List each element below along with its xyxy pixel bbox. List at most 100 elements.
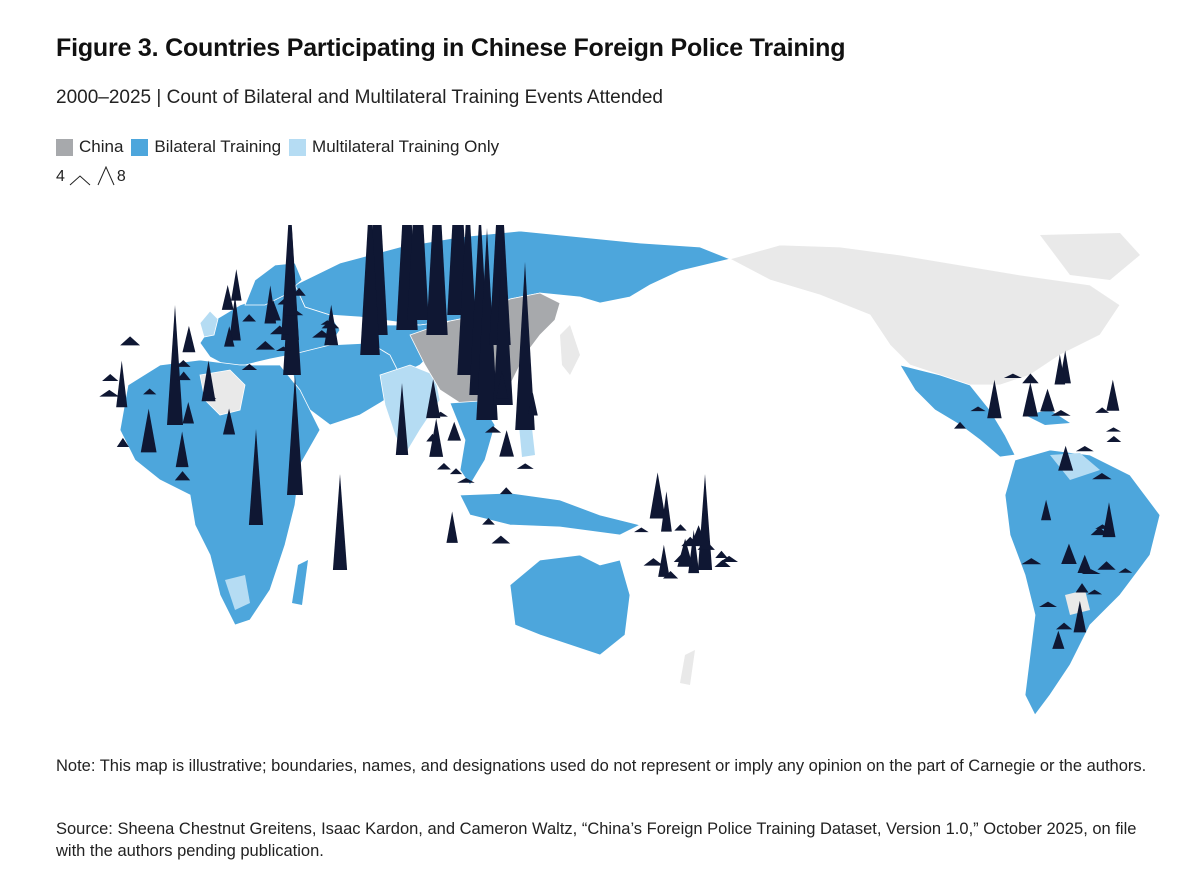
training-spike [203,394,217,399]
region-indonesia [459,492,642,536]
region-southern-africa-multilateral [225,575,250,610]
training-spike [491,535,511,544]
training-spike [175,431,189,468]
size-legend-max: 8 [116,168,126,185]
training-spike [1092,472,1112,480]
training-spike [312,330,332,338]
region-australia [509,554,631,656]
size-legend-min: 4 [56,168,65,185]
legend-swatch-multilateral [289,138,307,156]
training-spike [277,298,292,305]
training-spike [1052,630,1065,649]
training-spike [661,491,672,532]
training-spike [527,392,538,416]
training-spike [658,544,670,577]
training-spike [224,326,235,347]
region-greenland [1040,233,1140,280]
size-legend-small-spike-icon [69,175,91,186]
region-india [379,364,441,456]
training-spike [1022,373,1039,384]
region-japan [560,325,580,375]
training-spike [499,430,514,457]
training-spike [1105,427,1122,432]
region-africa [119,359,321,626]
training-spike [662,570,679,579]
training-spike [176,371,191,381]
region-paraguay-no-training [1065,590,1090,615]
color-legend: China Bilateral Training Multilateral Tr… [56,137,507,157]
training-spike [697,540,715,550]
training-spikes [99,225,1133,649]
training-spike [176,360,191,367]
training-spike [167,305,183,425]
landmasses [119,230,1161,716]
training-spike [429,418,444,457]
training-spike [231,269,242,301]
training-spike [1061,543,1077,565]
training-spike [482,517,495,525]
map-note: Note: This map is illustrative; boundari… [56,757,1147,775]
figure-subtitle: 2000–2025 | Count of Bilateral and Multi… [56,87,663,108]
region-new-zealand [680,650,695,685]
region-north-america [728,244,1121,386]
training-spike [201,360,216,402]
region-uk [199,310,219,338]
training-spike [673,552,693,562]
training-spike [515,262,535,430]
world-map [99,225,1161,716]
legend-label-china: China [79,137,124,156]
training-spike [457,478,475,483]
training-spike [229,295,241,341]
training-spike [241,363,258,370]
training-spike [720,555,739,563]
training-spike [426,433,439,442]
training-spike [516,463,534,469]
training-spike [1051,409,1071,416]
training-spike [1097,561,1116,570]
training-spike [182,325,196,353]
training-spike [1041,499,1052,521]
training-spike [292,287,306,296]
training-spike [433,411,448,417]
training-spike [116,437,130,447]
training-spike [1075,446,1094,452]
training-spike [1054,354,1066,385]
training-spike [634,527,649,533]
training-spike [426,378,441,419]
training-spike [715,550,728,558]
training-spike [714,559,731,568]
legend-item-bilateral: Bilateral Training [131,137,281,157]
training-spike [496,370,509,399]
training-spike [426,225,448,335]
training-spike [221,284,234,310]
training-spike [1086,589,1103,595]
training-spike [284,308,304,316]
region-central-america [899,364,1016,458]
training-spike [447,421,462,441]
training-spike [1073,600,1087,633]
training-spike [437,462,451,470]
region-south-america [1004,449,1161,716]
training-spike [970,406,986,412]
training-spike [1003,373,1022,379]
legend-swatch-bilateral [131,138,149,156]
training-spike [182,402,195,424]
training-spike [1081,569,1101,575]
legend-label-bilateral: Bilateral Training [154,137,282,156]
size-legend-large-spike-icon [97,166,115,186]
region-madagascar [292,560,308,605]
training-spike [332,474,348,570]
training-spike [321,319,340,329]
training-spike [1022,382,1039,417]
training-spike [1055,622,1073,630]
training-spike [255,341,276,350]
training-spike [99,389,120,397]
training-spike [643,558,664,566]
training-spike [1095,407,1110,413]
training-spike [499,487,513,495]
training-spike [116,360,128,408]
training-spike [1021,558,1042,565]
training-spike [484,426,502,433]
training-spike [174,471,191,481]
training-spike [360,225,380,355]
